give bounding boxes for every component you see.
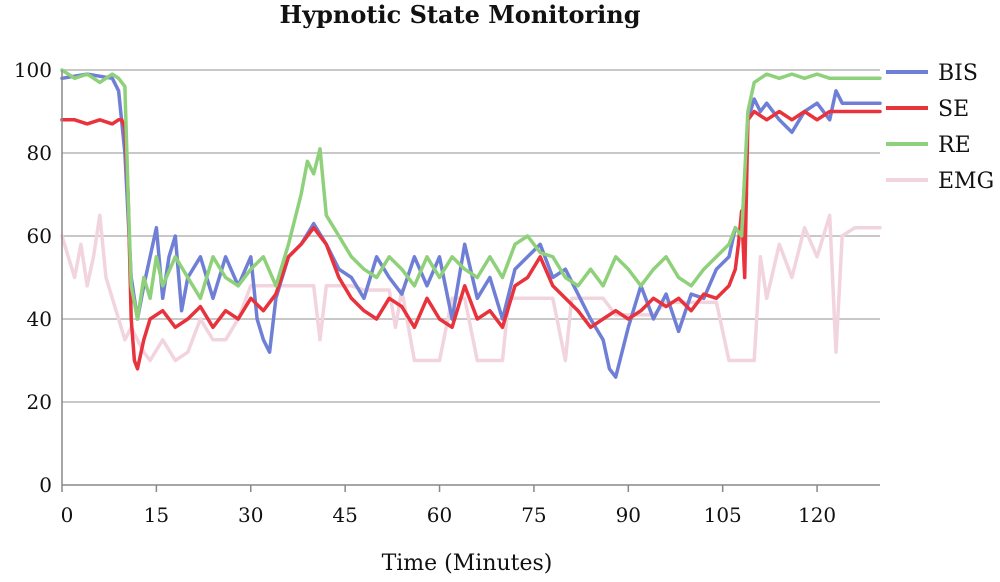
y-tick-label: 0 xyxy=(39,473,52,497)
y-tick-label: 60 xyxy=(27,224,52,248)
x-tick-label: 90 xyxy=(616,503,641,527)
x-tick-label: 60 xyxy=(427,503,452,527)
x-tick-label: 15 xyxy=(144,503,169,527)
series-line-se xyxy=(60,109,882,371)
x-tick-label: 120 xyxy=(798,503,836,527)
gridlines xyxy=(61,69,880,492)
chart-title: Hypnotic State Monitoring xyxy=(280,0,641,29)
x-tick-label: 105 xyxy=(704,503,742,527)
y-tick-label: 40 xyxy=(27,307,52,331)
x-tick-label: 45 xyxy=(332,503,357,527)
legend-label-bis: BIS xyxy=(938,61,978,86)
legend-label-se: SE xyxy=(938,97,969,122)
series-line-re xyxy=(60,68,882,321)
legend-label-re: RE xyxy=(938,133,971,158)
x-tick-label: 0 xyxy=(61,503,74,527)
y-tick-label: 80 xyxy=(27,141,52,165)
x-tick-labels: 0 15 30 45 60 75 90 105 120 xyxy=(61,503,837,527)
x-tick-label: 30 xyxy=(238,503,263,527)
legend: BIS SE RE EMG xyxy=(886,61,994,194)
y-tick-label: 100 xyxy=(14,58,52,82)
legend-label-emg: EMG xyxy=(938,169,994,194)
series-lines xyxy=(60,68,882,379)
series-line-emg xyxy=(60,213,882,363)
y-tick-label: 20 xyxy=(27,390,52,414)
y-tick-labels: 0 20 40 60 80 100 xyxy=(14,58,52,497)
x-axis-label: Time (Minutes) xyxy=(382,551,553,576)
x-tick-label: 75 xyxy=(521,503,546,527)
